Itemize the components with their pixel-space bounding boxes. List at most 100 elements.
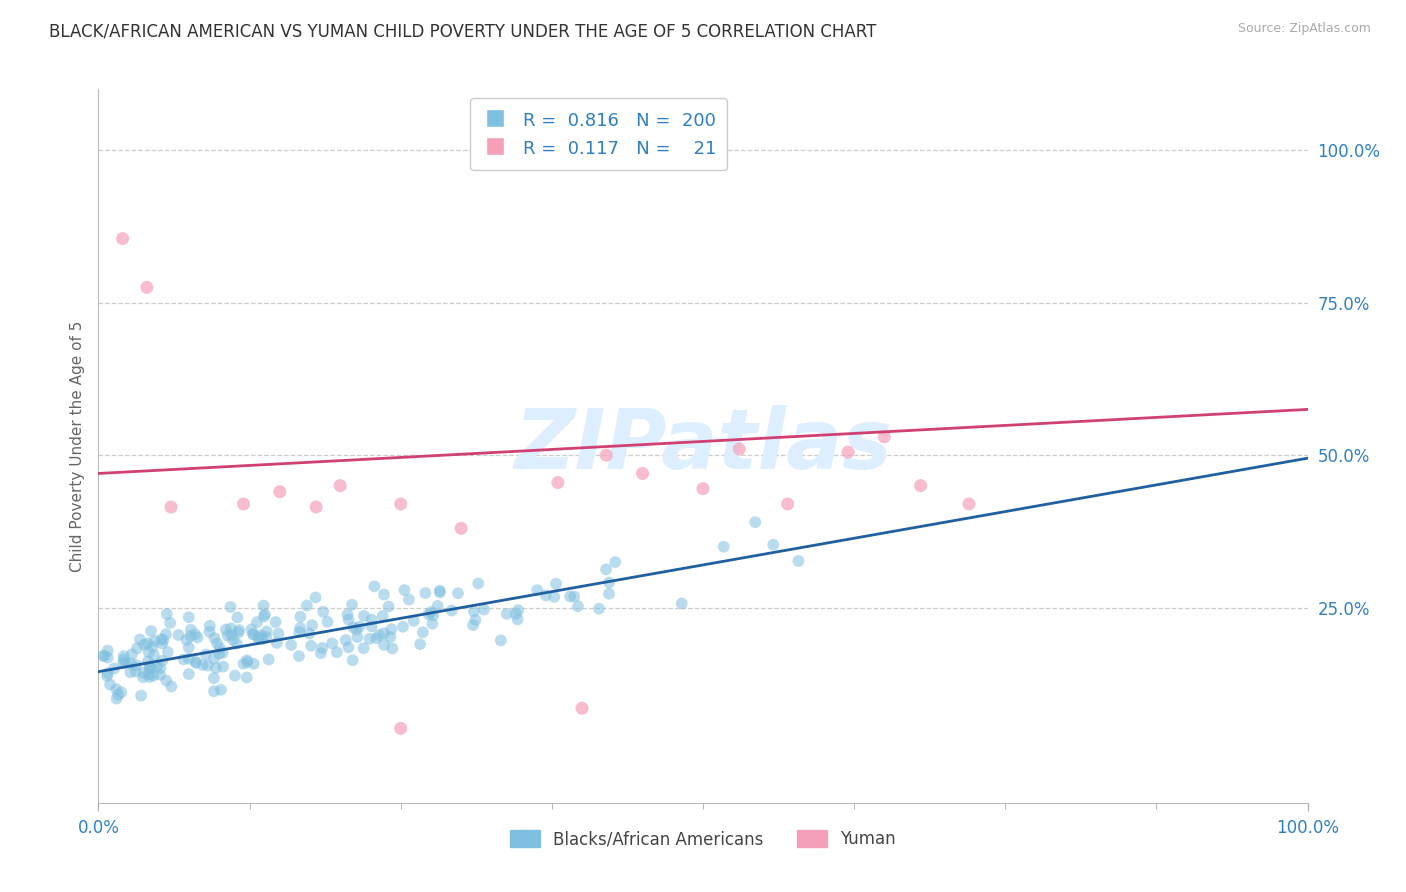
Point	[335, 633, 357, 648]
Point	[562, 590, 585, 604]
Point	[299, 639, 322, 653]
Point	[176, 632, 198, 647]
Point	[194, 648, 217, 662]
Point	[301, 618, 323, 632]
Point	[440, 603, 463, 617]
Point	[380, 630, 402, 644]
Point	[288, 625, 311, 640]
Point	[135, 280, 157, 294]
Point	[298, 626, 321, 640]
Point	[336, 607, 359, 622]
Point	[202, 651, 225, 665]
Point	[288, 649, 311, 664]
Point	[429, 583, 451, 598]
Point	[671, 597, 693, 611]
Point	[93, 648, 115, 663]
Point	[150, 636, 173, 650]
Point	[321, 636, 343, 650]
Point	[228, 623, 250, 637]
Point	[138, 645, 160, 659]
Point	[215, 623, 238, 637]
Point	[242, 657, 264, 671]
Point	[112, 649, 135, 664]
Point	[202, 684, 225, 698]
Point	[173, 652, 195, 666]
Point	[489, 633, 512, 648]
Point	[266, 636, 288, 650]
Y-axis label: Child Poverty Under the Age of 5: Child Poverty Under the Age of 5	[69, 320, 84, 572]
Point	[280, 638, 302, 652]
Point	[242, 627, 264, 641]
Point	[311, 640, 333, 655]
Point	[149, 667, 172, 681]
Point	[112, 656, 135, 670]
Point	[776, 497, 799, 511]
Point	[467, 576, 489, 591]
Point	[389, 722, 412, 736]
Point	[377, 599, 399, 614]
Point	[129, 689, 152, 703]
Point	[346, 623, 368, 637]
Point	[267, 626, 290, 640]
Point	[139, 661, 162, 675]
Legend: Blacks/African Americans, Yuman: Blacks/African Americans, Yuman	[503, 823, 903, 855]
Point	[342, 653, 364, 667]
Point	[236, 655, 259, 669]
Point	[373, 638, 395, 652]
Point	[205, 661, 228, 675]
Point	[496, 607, 519, 621]
Point	[305, 500, 328, 514]
Point	[139, 659, 162, 673]
Point	[713, 540, 735, 554]
Point	[547, 475, 569, 490]
Point	[246, 615, 269, 629]
Point	[235, 670, 257, 684]
Point	[177, 610, 200, 624]
Point	[392, 620, 415, 634]
Point	[208, 647, 231, 661]
Point	[264, 615, 287, 629]
Point	[97, 643, 120, 657]
Point	[180, 629, 202, 643]
Point	[412, 625, 434, 640]
Point	[232, 497, 254, 511]
Point	[225, 637, 247, 651]
Text: ZIPatlas: ZIPatlas	[515, 406, 891, 486]
Point	[149, 661, 172, 675]
Point	[125, 665, 148, 679]
Point	[415, 586, 437, 600]
Point	[873, 430, 896, 444]
Point	[205, 636, 228, 650]
Point	[177, 667, 200, 681]
Point	[526, 583, 548, 598]
Point	[373, 626, 395, 640]
Point	[155, 627, 177, 641]
Point	[209, 682, 232, 697]
Point	[177, 651, 200, 665]
Point	[329, 478, 352, 492]
Point	[202, 671, 225, 685]
Point	[371, 609, 394, 624]
Point	[132, 670, 155, 684]
Point	[381, 641, 404, 656]
Point	[98, 677, 121, 691]
Point	[346, 630, 368, 644]
Point	[373, 588, 395, 602]
Point	[247, 631, 270, 645]
Point	[544, 576, 567, 591]
Point	[167, 628, 190, 642]
Point	[588, 601, 610, 615]
Point	[221, 628, 243, 642]
Point	[353, 608, 375, 623]
Point	[159, 615, 181, 630]
Point	[631, 467, 654, 481]
Point	[368, 628, 391, 642]
Point	[240, 623, 263, 637]
Point	[595, 562, 617, 576]
Point	[186, 631, 208, 645]
Point	[508, 603, 530, 617]
Point	[107, 688, 129, 702]
Point	[254, 630, 277, 644]
Point	[256, 624, 278, 639]
Point	[129, 632, 152, 647]
